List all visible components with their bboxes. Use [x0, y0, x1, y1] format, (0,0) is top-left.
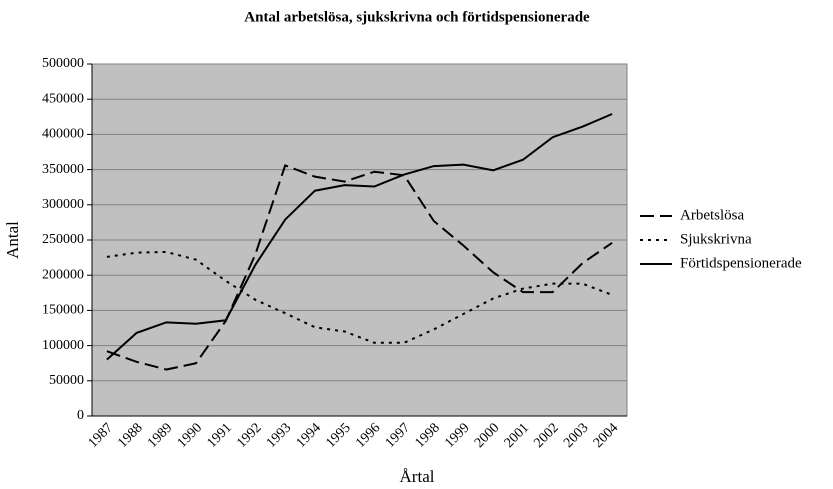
x-tick-label: 1992 — [234, 420, 264, 450]
x-tick-label: 2003 — [561, 420, 591, 450]
x-tick-label: 1989 — [145, 420, 175, 450]
legend-label: Förtidspensionerade — [680, 255, 802, 271]
y-tick-label: 200000 — [42, 267, 84, 282]
y-tick-label: 500000 — [42, 56, 84, 71]
x-axis-title: Årtal — [400, 467, 435, 486]
y-tick-label: 100000 — [42, 338, 84, 353]
chart-title: Antal arbetslösa, sjukskrivna och förtid… — [244, 9, 590, 25]
x-tick-label: 1996 — [353, 420, 383, 450]
y-tick-label: 350000 — [42, 162, 84, 177]
y-tick-label: 450000 — [42, 91, 84, 106]
x-tick-label: 1999 — [442, 420, 472, 450]
x-tick-label: 1994 — [294, 420, 324, 450]
series-line — [106, 164, 613, 371]
y-tick-label: 0 — [77, 408, 84, 423]
x-tick-label: 2002 — [531, 420, 561, 450]
y-tick-label: 50000 — [49, 373, 84, 388]
x-tick-label: 1993 — [264, 420, 294, 450]
x-tick-label: 2001 — [502, 420, 532, 450]
x-tick-label: 1997 — [383, 420, 413, 450]
y-tick-label: 250000 — [42, 232, 84, 247]
x-tick-label: 1987 — [86, 420, 116, 450]
legend-label: Sjukskrivna — [680, 231, 752, 247]
series-line — [106, 250, 613, 344]
legend-label: Arbetslösa — [680, 207, 744, 223]
y-tick-label: 300000 — [42, 197, 84, 212]
x-tick-label: 1988 — [115, 420, 145, 450]
series-line — [106, 113, 613, 361]
x-tick-label: 1991 — [204, 420, 234, 450]
y-axis-title: Antal — [3, 221, 22, 259]
x-tick-label: 1998 — [413, 420, 443, 450]
x-tick-label: 1990 — [175, 420, 205, 450]
x-tick-label: 2004 — [591, 420, 621, 450]
y-tick-label: 150000 — [42, 303, 84, 318]
x-tick-label: 1995 — [323, 420, 353, 450]
x-tick-label: 2000 — [472, 420, 502, 450]
y-tick-label: 400000 — [42, 127, 84, 142]
